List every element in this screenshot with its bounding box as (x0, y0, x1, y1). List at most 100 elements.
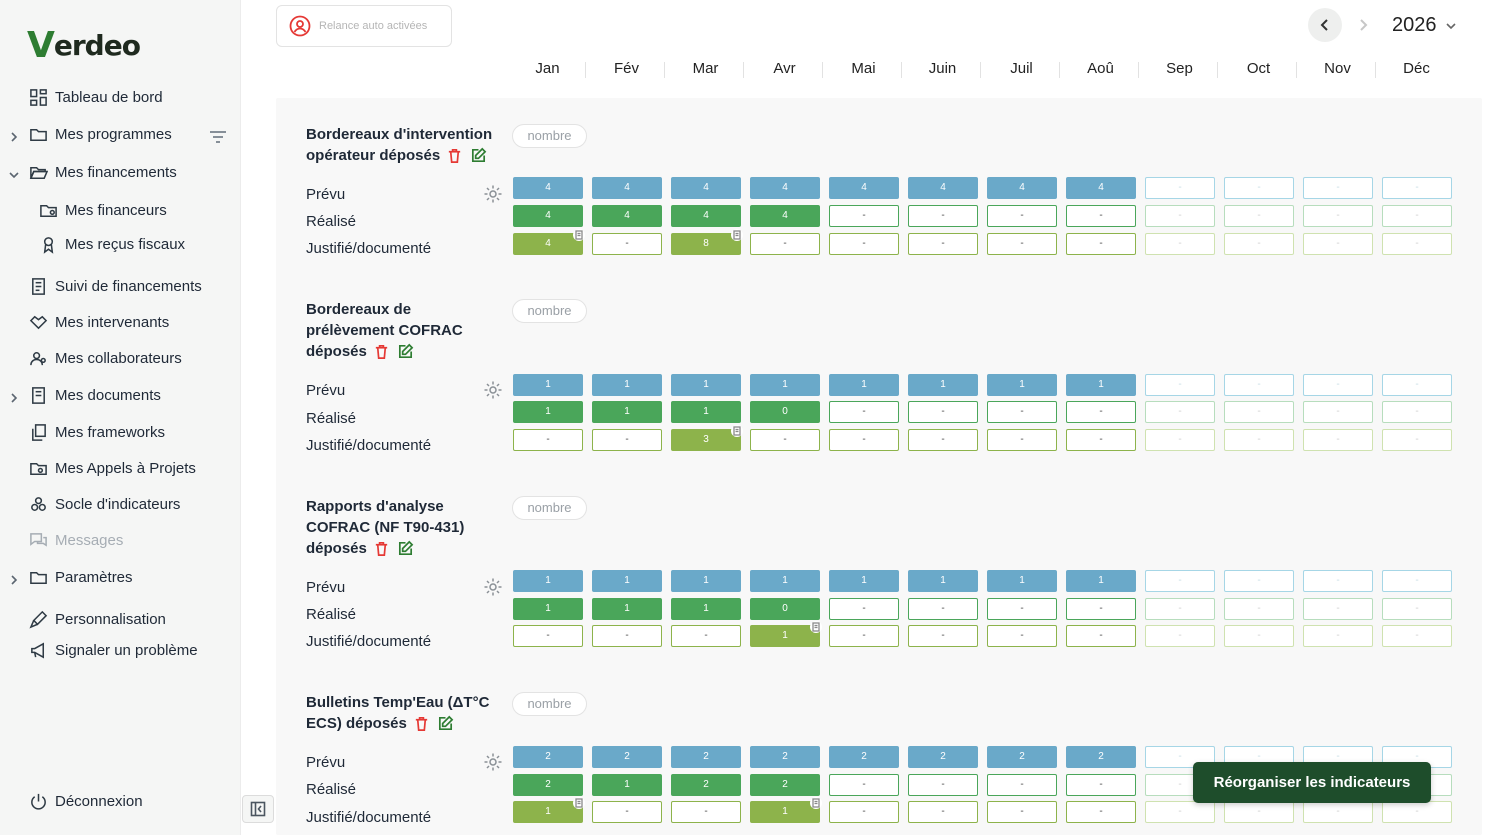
value-cell-justifie[interactable]: - (829, 429, 899, 451)
value-cell-prevu[interactable]: - (1145, 177, 1215, 199)
previous-year-button[interactable] (1308, 8, 1342, 42)
value-cell-realise[interactable]: - (1145, 205, 1215, 227)
value-cell-justifie[interactable]: - (987, 429, 1057, 451)
sidebar-item-dashboard[interactable]: Tableau de bord (28, 87, 163, 107)
year-value[interactable]: 2026 (1392, 13, 1437, 36)
value-cell-prevu[interactable]: - (1145, 570, 1215, 592)
value-cell-prevu[interactable]: 2 (987, 746, 1057, 768)
value-cell-justifie[interactable]: - (1224, 429, 1294, 451)
value-cell-justifie[interactable]: - (1382, 233, 1452, 255)
value-cell-realise[interactable]: 2 (750, 774, 820, 796)
value-cell-prevu[interactable]: 2 (671, 746, 741, 768)
value-cell-realise[interactable]: - (1224, 598, 1294, 620)
logout-button[interactable]: Déconnexion (28, 791, 143, 811)
value-cell-justifie[interactable]: - (671, 625, 741, 647)
value-cell-justifie[interactable]: - (1303, 429, 1373, 451)
value-cell-prevu[interactable]: - (1382, 374, 1452, 396)
value-cell-justifie[interactable]: - (1145, 801, 1215, 823)
value-cell-prevu[interactable]: - (1382, 177, 1452, 199)
sidebar-item-financements[interactable]: Mes financements (28, 162, 177, 182)
sidebar-item-frameworks[interactable]: Mes frameworks (28, 422, 165, 442)
value-cell-prevu[interactable]: 1 (513, 570, 583, 592)
sidebar-item-socle[interactable]: Socle d'indicateurs (28, 494, 180, 514)
collapse-sidebar-button[interactable] (242, 795, 274, 823)
value-cell-prevu[interactable]: 1 (513, 374, 583, 396)
value-cell-realise[interactable]: 1 (671, 401, 741, 423)
value-cell-justifie[interactable]: - (1224, 233, 1294, 255)
value-cell-realise[interactable]: 1 (592, 401, 662, 423)
value-cell-realise[interactable]: 4 (513, 205, 583, 227)
value-cell-justifie[interactable]: - (1066, 429, 1136, 451)
value-cell-prevu[interactable]: 1 (908, 570, 978, 592)
value-cell-prevu[interactable]: 1 (1066, 374, 1136, 396)
value-cell-prevu[interactable]: 1 (829, 374, 899, 396)
value-cell-prevu[interactable]: 1 (671, 570, 741, 592)
value-cell-justifie[interactable]: - (1145, 233, 1215, 255)
sidebar-item-programmes[interactable]: Mes programmes (28, 124, 172, 144)
value-cell-justifie[interactable]: - (1145, 429, 1215, 451)
value-cell-justifie[interactable]: - (592, 625, 662, 647)
value-cell-justifie[interactable]: - (1382, 625, 1452, 647)
sidebar-item-signaler[interactable]: Signaler un problème (28, 640, 198, 660)
value-cell-realise[interactable]: - (1303, 401, 1373, 423)
document-icon[interactable] (810, 621, 822, 633)
value-cell-prevu[interactable]: 2 (829, 746, 899, 768)
value-cell-justifie[interactable]: - (987, 233, 1057, 255)
value-cell-justifie[interactable]: - (1224, 801, 1294, 823)
value-cell-realise[interactable]: - (829, 774, 899, 796)
value-cell-prevu[interactable]: - (1224, 177, 1294, 199)
delete-indicator-icon[interactable] (413, 715, 431, 733)
value-cell-justifie[interactable]: - (1066, 233, 1136, 255)
filter-icon[interactable] (208, 129, 228, 145)
value-cell-prevu[interactable]: 4 (513, 177, 583, 199)
sidebar-item-collaborateurs[interactable]: Mes collaborateurs (28, 348, 182, 368)
value-cell-justifie[interactable]: - (1303, 625, 1373, 647)
value-cell-prevu[interactable]: - (1145, 374, 1215, 396)
sidebar-item-messages[interactable]: Messages (28, 530, 123, 550)
value-cell-prevu[interactable]: 2 (1066, 746, 1136, 768)
chevron-right-icon[interactable] (9, 390, 19, 403)
reorganize-indicators-button[interactable]: Réorganiser les indicateurs (1193, 762, 1431, 803)
value-cell-realise[interactable]: - (908, 598, 978, 620)
value-cell-justifie[interactable]: 3 (671, 425, 743, 451)
value-cell-prevu[interactable]: - (1382, 570, 1452, 592)
value-cell-realise[interactable]: 4 (750, 205, 820, 227)
value-cell-justifie[interactable]: - (908, 625, 978, 647)
value-cell-realise[interactable]: - (987, 774, 1057, 796)
value-cell-realise[interactable]: 4 (592, 205, 662, 227)
edit-indicator-icon[interactable] (470, 147, 488, 165)
value-cell-justifie[interactable]: - (829, 233, 899, 255)
delete-indicator-icon[interactable] (373, 343, 391, 361)
sidebar-item-parametres[interactable]: Paramètres (28, 567, 133, 587)
value-cell-realise[interactable]: 1 (513, 598, 583, 620)
document-icon[interactable] (573, 797, 585, 809)
delete-indicator-icon[interactable] (446, 147, 464, 165)
value-cell-justifie[interactable]: - (908, 801, 978, 823)
value-cell-realise[interactable]: - (987, 401, 1057, 423)
gear-icon[interactable] (483, 752, 503, 772)
sidebar-item-intervenants[interactable]: Mes intervenants (28, 312, 169, 332)
value-cell-realise[interactable]: - (908, 774, 978, 796)
delete-indicator-icon[interactable] (373, 540, 391, 558)
value-cell-prevu[interactable]: 1 (908, 374, 978, 396)
value-cell-prevu[interactable]: 2 (908, 746, 978, 768)
value-cell-justifie[interactable]: - (1382, 429, 1452, 451)
value-cell-realise[interactable]: - (1382, 401, 1452, 423)
sidebar-item-appels-projets[interactable]: Mes Appels à Projets (28, 458, 196, 478)
value-cell-realise[interactable]: 1 (592, 774, 662, 796)
value-cell-realise[interactable]: 1 (592, 598, 662, 620)
gear-icon[interactable] (483, 380, 503, 400)
chevron-down-icon[interactable] (1445, 19, 1457, 31)
value-cell-justifie[interactable]: - (829, 625, 899, 647)
document-icon[interactable] (731, 425, 743, 437)
value-cell-realise[interactable]: - (987, 205, 1057, 227)
value-cell-justifie[interactable]: - (1303, 233, 1373, 255)
value-cell-prevu[interactable]: 1 (750, 374, 820, 396)
value-cell-justifie[interactable]: 1 (513, 797, 585, 823)
sidebar-item-recus-fiscaux[interactable]: Mes reçus fiscaux (38, 234, 185, 254)
value-cell-realise[interactable]: 2 (513, 774, 583, 796)
gear-icon[interactable] (483, 184, 503, 204)
value-cell-prevu[interactable]: 4 (592, 177, 662, 199)
relance-auto-button[interactable]: Relance auto activées (276, 5, 452, 47)
edit-indicator-icon[interactable] (397, 343, 415, 361)
